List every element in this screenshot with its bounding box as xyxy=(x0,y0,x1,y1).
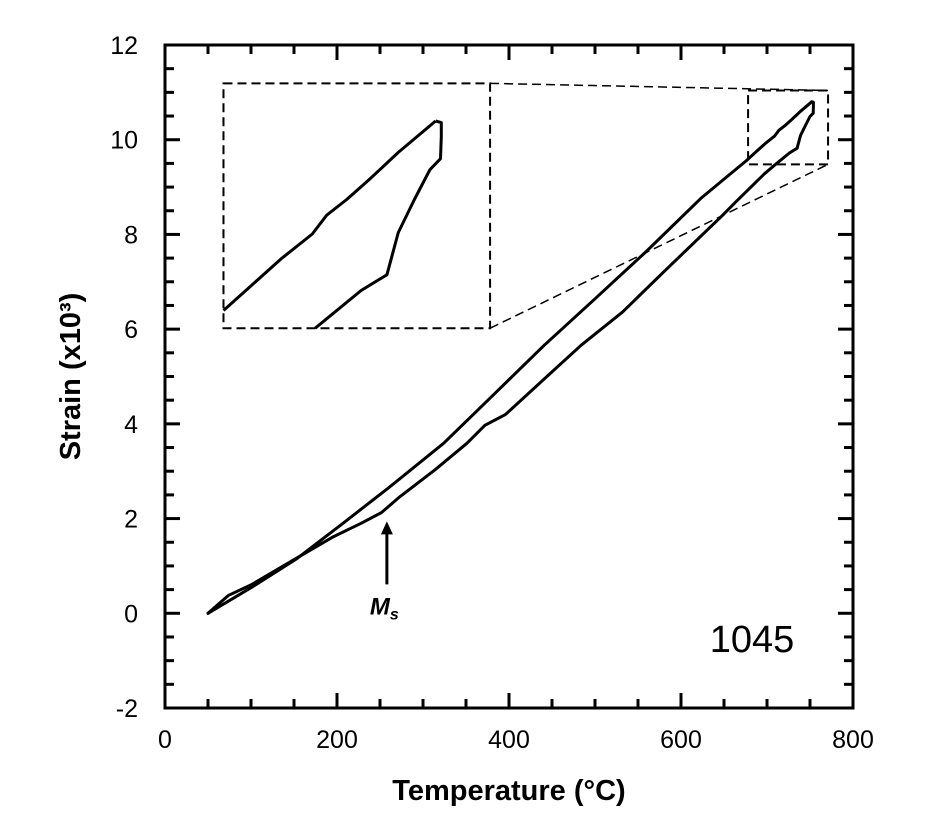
y-tick-label: 12 xyxy=(110,32,138,60)
x-axis-title: Temperature (°C) xyxy=(392,775,625,807)
x-tick-label: 800 xyxy=(832,726,874,754)
y-tick-label: 8 xyxy=(124,221,138,249)
x-tick-label: 600 xyxy=(660,726,702,754)
y-tick-label: 2 xyxy=(124,506,138,534)
inset-series-line-1 xyxy=(222,119,437,312)
y-tick-label: 0 xyxy=(124,600,138,628)
inset-box xyxy=(222,82,492,330)
y-tick-label: -2 xyxy=(116,695,138,723)
x-tick-label: 200 xyxy=(316,726,358,754)
series-line-1 xyxy=(206,100,814,615)
x-tick-label: 400 xyxy=(488,726,530,754)
inset-plot xyxy=(222,82,492,330)
ms-arrowhead xyxy=(380,521,393,535)
zoom-connector-bottom xyxy=(489,163,829,329)
ms-label-main: M xyxy=(370,593,391,620)
zoom-region-box xyxy=(747,89,830,166)
material-label: 1045 xyxy=(710,619,795,661)
plot-frame xyxy=(163,43,855,710)
inset-zoom-decoration xyxy=(489,82,830,329)
ms-label-subscript: s xyxy=(390,606,399,623)
tick-labels: 0 200 400 600 800 -2 0 2 4 6 8 10 12 xyxy=(110,32,874,754)
series-lines xyxy=(206,100,815,615)
y-tick-label: 6 xyxy=(124,316,138,344)
y-axis-title: Strain (x10³) xyxy=(55,293,87,461)
y-tick-label: 4 xyxy=(124,411,138,439)
ms-label: Ms xyxy=(370,593,399,623)
y-tick-label: 10 xyxy=(110,127,138,155)
series-line-2 xyxy=(206,100,815,615)
zoom-connector-top xyxy=(490,82,829,92)
inset-series-line-2 xyxy=(314,119,443,330)
x-tick-label: 0 xyxy=(158,726,172,754)
ms-annotation: Ms xyxy=(370,521,399,623)
